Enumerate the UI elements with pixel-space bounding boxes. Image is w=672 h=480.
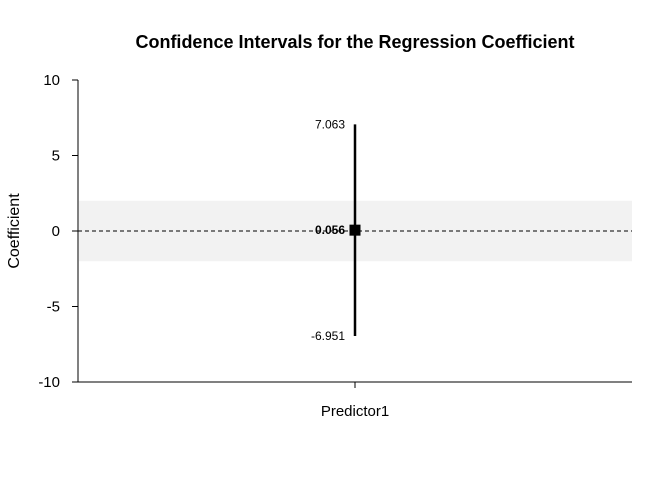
- lower-bound-label: -6.951: [311, 329, 345, 343]
- y-axis-label: Coefficient: [6, 193, 23, 269]
- chart-title: Confidence Intervals for the Regression …: [135, 32, 574, 52]
- y-tick-label: -10: [38, 374, 60, 391]
- upper-bound-label: 7.063: [315, 117, 345, 131]
- y-tick-label: 5: [52, 148, 60, 165]
- y-tick-label: 10: [43, 72, 60, 89]
- x-tick-label: Predictor1: [321, 403, 389, 420]
- estimate-label: 0.056: [315, 223, 345, 237]
- estimate-point: [349, 224, 361, 236]
- plot-area: -10 -5 0 5 10 Predictor1 7.063 -6.951 0.056: [38, 72, 632, 420]
- y-tick-label: -5: [47, 299, 60, 316]
- y-tick-label: 0: [52, 223, 60, 240]
